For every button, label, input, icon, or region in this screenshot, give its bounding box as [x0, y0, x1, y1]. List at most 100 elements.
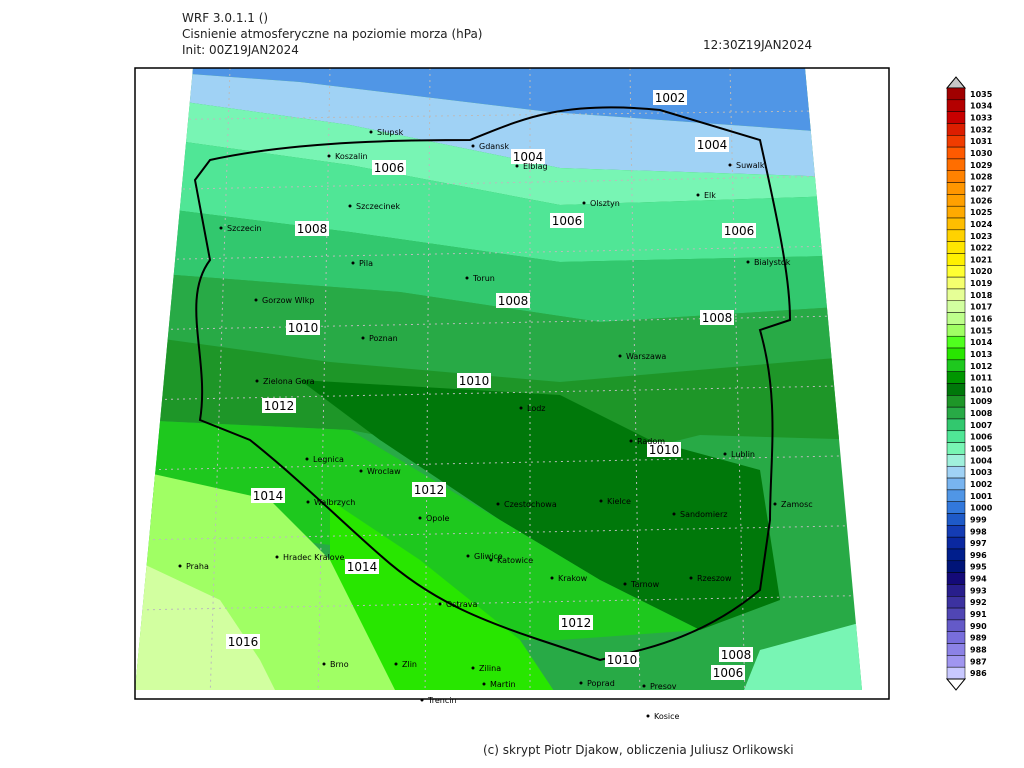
isobar-label-box	[457, 373, 491, 388]
city-label: Elk	[704, 191, 716, 200]
isobar-label-box	[700, 310, 734, 325]
colorbar-swatch	[946, 536, 966, 550]
city-label: Katowice	[497, 556, 533, 565]
isobar-label-box	[372, 160, 406, 175]
city-dot	[348, 204, 352, 208]
colorbar-swatch	[946, 217, 966, 231]
city-label: Bialystok	[754, 258, 791, 267]
colorbar-label: 1024	[970, 220, 993, 229]
isobar-label: 1014	[347, 560, 378, 574]
city-labels: Slupsk Koszalin Gdansk Elblag Suwalki Elk Olsz…	[178, 128, 813, 721]
city-dot	[672, 512, 676, 516]
city-dot	[322, 662, 326, 666]
city-label: Slupsk	[377, 128, 404, 137]
city-label: Olsztyn	[590, 199, 620, 208]
colorbar-label: 1008	[970, 409, 993, 418]
isobar-label-box	[511, 149, 545, 164]
isobar-label: 1012	[414, 483, 445, 497]
pressure-field	[135, 68, 862, 690]
colorbar-swatch	[946, 194, 966, 207]
colorbar-swatch	[946, 430, 966, 443]
city-label: Zlin	[402, 660, 417, 669]
isobar-label-box	[647, 442, 681, 457]
colorbar-label: 991	[970, 610, 987, 619]
isobar-label: 1010	[459, 374, 490, 388]
isobar-label: 1004	[697, 138, 728, 152]
colorbar-label: 1003	[970, 468, 992, 477]
isobar-label: 1008	[297, 222, 328, 236]
isobar-label: 1008	[721, 648, 752, 662]
colorbar-swatch	[946, 454, 966, 467]
isobar-label-box	[559, 615, 593, 630]
map-title: Cisnienie atmosferyczne na poziomie morz…	[182, 27, 483, 41]
city-dot	[305, 457, 309, 461]
colorbar-label: 1032	[970, 125, 992, 134]
city-label: Pila	[359, 259, 373, 268]
colorbar-label: 1001	[970, 492, 993, 501]
colorbar-swatch	[946, 324, 966, 337]
isobar-label-box	[251, 488, 285, 503]
colorbar-label: 1016	[970, 314, 993, 323]
colorbar: 1035 1034 1033 1032 1031 1030 1029 1028 1027 1026…	[946, 87, 993, 680]
city-dot	[629, 439, 633, 443]
isobar-label: 1006	[552, 214, 583, 228]
isobar-label-box	[719, 647, 753, 662]
city-dot	[254, 298, 258, 302]
colorbar-label: 1029	[970, 161, 993, 170]
isobar-label-box	[295, 221, 329, 236]
colorbar-swatch	[946, 395, 966, 408]
city-dot	[327, 154, 331, 158]
city-dot	[394, 662, 398, 666]
city-dot	[369, 130, 373, 134]
colorbar-swatch	[946, 359, 966, 372]
isobar-label-box	[550, 213, 584, 228]
colorbar-swatch	[946, 335, 966, 349]
city-label: Trencin	[427, 696, 457, 705]
city-label: Walbrzych	[314, 498, 355, 507]
colorbar-label: 1026	[970, 196, 993, 205]
isobar-label: 1006	[374, 161, 405, 175]
isobar-label: 1002	[655, 91, 686, 105]
colorbar-label: 1028	[970, 173, 993, 182]
colorbar-label: 988	[970, 645, 987, 654]
colorbar-label: 1023	[970, 232, 992, 241]
city-dot	[773, 502, 777, 506]
city-dot	[219, 226, 223, 230]
city-label: Ostrava	[446, 600, 478, 609]
city-label: Opole	[426, 514, 449, 523]
city-label: Presov	[650, 682, 677, 691]
isobar-label: 1006	[724, 224, 755, 238]
city-label: Szczecin	[227, 224, 262, 233]
colorbar-label: 1004	[970, 456, 993, 465]
colorbar-label: 1014	[970, 338, 993, 347]
colorbar-label: 1021	[970, 255, 993, 264]
colorbar-label: 986	[970, 669, 987, 678]
colorbar-label: 1013	[970, 350, 992, 359]
city-label: Poprad	[587, 679, 615, 688]
city-label: Gdansk	[479, 142, 509, 151]
city-dot	[361, 336, 365, 340]
isobar-labels: 1002 1004 1004 1006 1006 1006 1008 1008 1008 1010…	[226, 90, 756, 680]
city-dot	[646, 714, 650, 718]
credit-footer: (c) skrypt Piotr Djakow, obliczenia Juli…	[483, 743, 794, 757]
colorbar-label: 1018	[970, 291, 993, 300]
isobar-label-box	[286, 320, 320, 335]
city-label: Szczecinek	[356, 202, 400, 211]
city-dot	[418, 516, 422, 520]
colorbar-swatch	[946, 241, 966, 254]
city-label: Czestochowa	[504, 500, 557, 509]
city-label: Gliwice	[474, 552, 503, 561]
colorbar-swatch	[946, 666, 966, 680]
colorbar-swatch	[946, 158, 966, 171]
isobar-label: 1006	[713, 666, 744, 680]
isobar-label: 1012	[264, 399, 295, 413]
map-frame	[134, 67, 890, 700]
colorbar-swatch	[946, 135, 966, 148]
isobar-label: 1012	[561, 616, 592, 630]
city-label: Torun	[472, 274, 495, 283]
isobar-label: 1010	[288, 321, 319, 335]
colorbar-swatch	[946, 371, 966, 384]
init-time: Init: 00Z19JAN2024	[182, 43, 299, 57]
city-label: Wroclaw	[367, 467, 401, 476]
